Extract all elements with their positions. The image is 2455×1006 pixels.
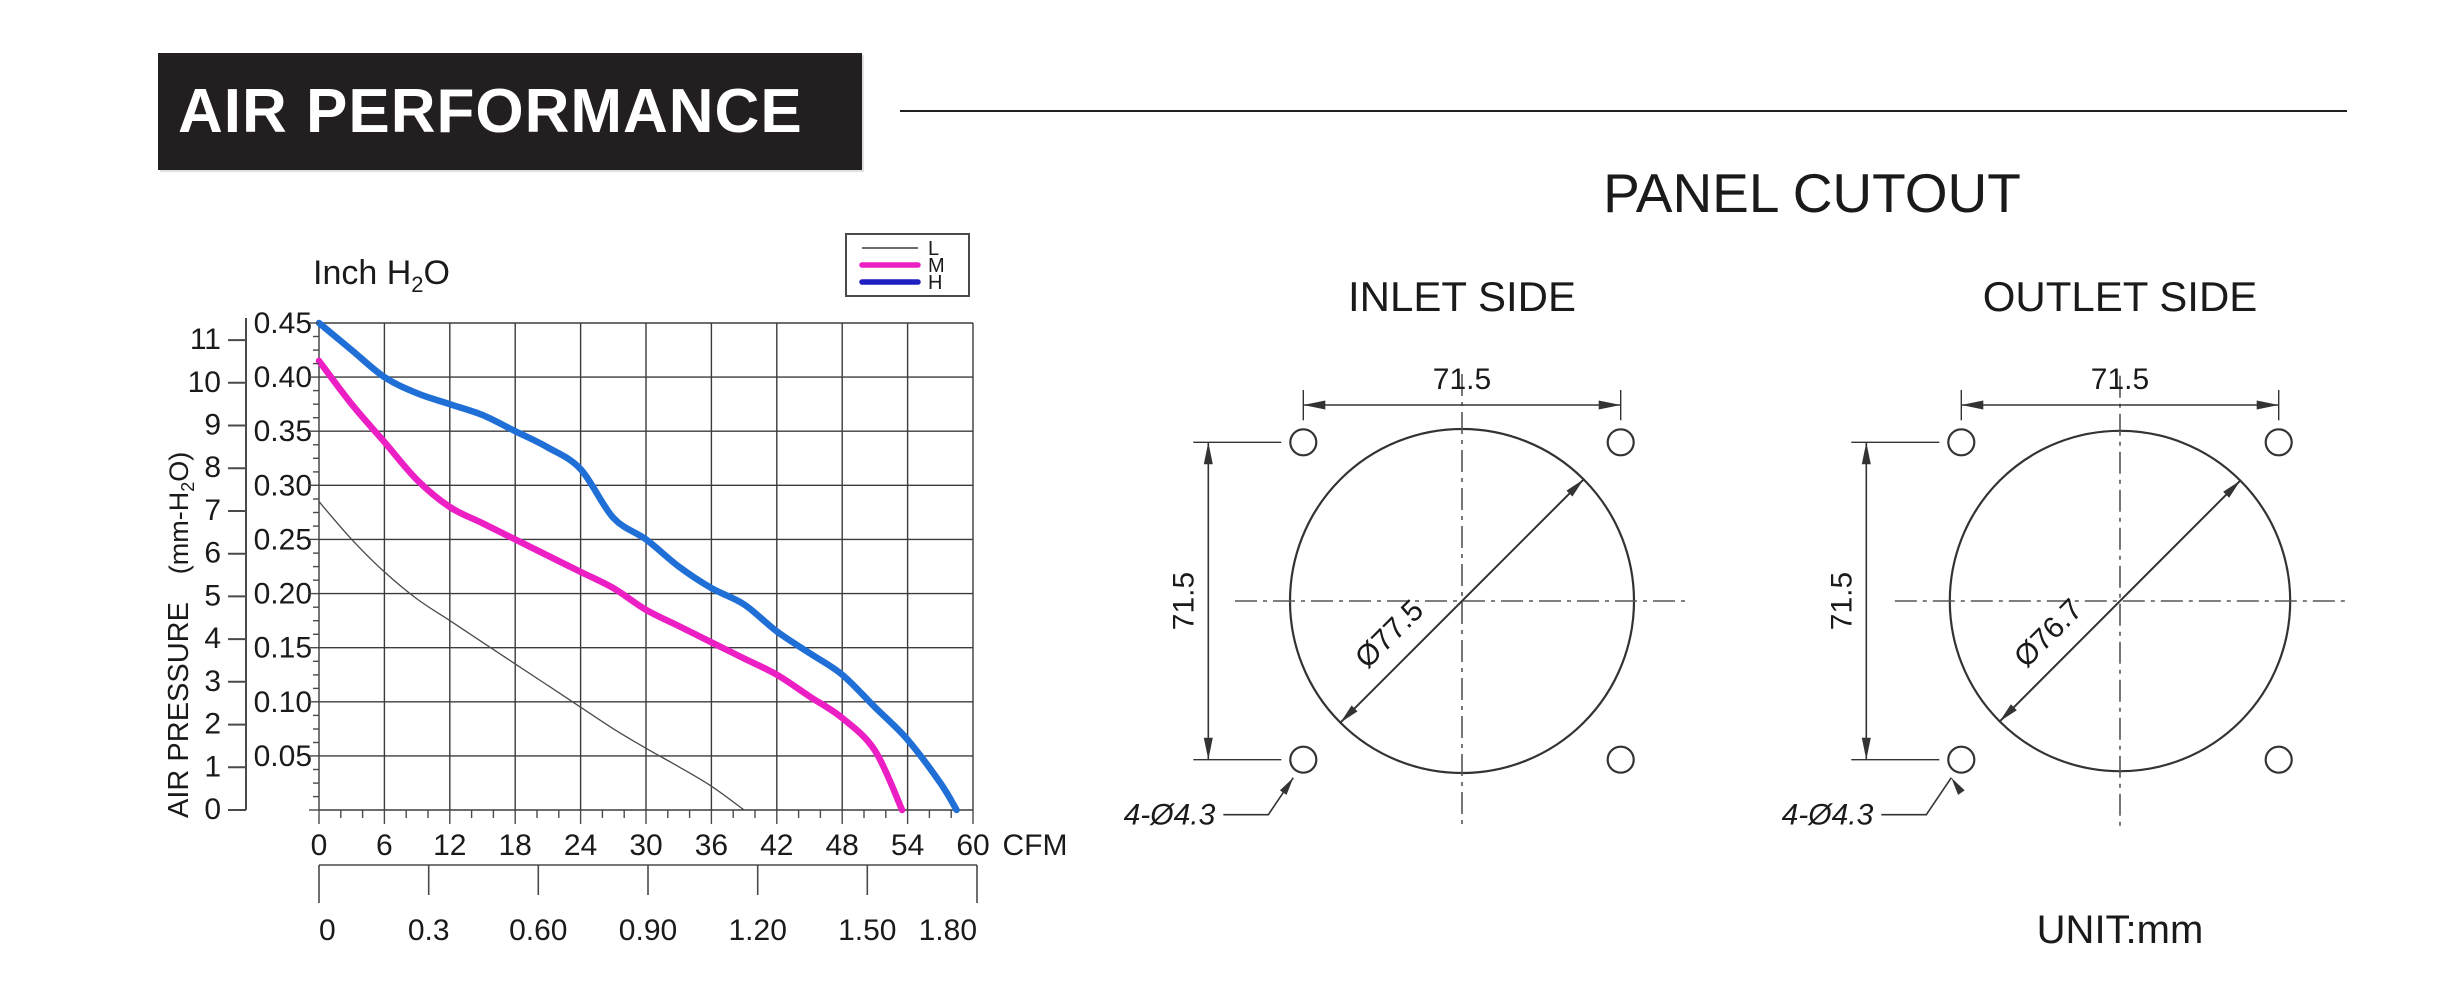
svg-text:0.3: 0.3 — [408, 914, 450, 947]
svg-text:24: 24 — [564, 829, 597, 862]
svg-text:0.15: 0.15 — [254, 632, 312, 665]
svg-text:0.60: 0.60 — [509, 914, 567, 947]
svg-text:2: 2 — [204, 708, 221, 741]
svg-text:11: 11 — [190, 323, 221, 356]
svg-text:0.45: 0.45 — [254, 307, 312, 340]
svg-text:0.05: 0.05 — [254, 740, 312, 773]
svg-text:4-Ø4.3: 4-Ø4.3 — [1124, 799, 1216, 832]
svg-text:1.80: 1.80 — [919, 914, 977, 947]
svg-text:71.5: 71.5 — [1433, 363, 1491, 396]
svg-text:Inch H2O: Inch H2O — [313, 254, 450, 297]
svg-text:0.20: 0.20 — [254, 578, 312, 611]
svg-text:6: 6 — [376, 829, 393, 862]
svg-text:H: H — [928, 272, 942, 294]
svg-text:6: 6 — [204, 537, 221, 570]
svg-text:Ø76.7: Ø76.7 — [2008, 593, 2089, 674]
svg-text:0: 0 — [204, 793, 221, 826]
svg-text:71.5: 71.5 — [1825, 572, 1858, 630]
svg-text:0.90: 0.90 — [619, 914, 677, 947]
svg-text:Ø77.5: Ø77.5 — [1349, 594, 1430, 675]
svg-text:71.5: 71.5 — [2091, 363, 2149, 396]
svg-text:INLET SIDE: INLET SIDE — [1348, 273, 1576, 320]
svg-text:AIR PRESSURE: AIR PRESSURE — [163, 602, 195, 818]
svg-text:4-Ø4.3: 4-Ø4.3 — [1782, 799, 1874, 832]
svg-text:0.30: 0.30 — [254, 469, 312, 502]
svg-text:OUTLET SIDE: OUTLET SIDE — [1983, 273, 2258, 320]
svg-text:0.25: 0.25 — [254, 523, 312, 556]
svg-text:42: 42 — [760, 829, 793, 862]
svg-text:36: 36 — [695, 829, 728, 862]
svg-text:5: 5 — [204, 579, 221, 612]
svg-text:1.20: 1.20 — [729, 914, 787, 947]
svg-text:10: 10 — [188, 366, 221, 399]
svg-text:7: 7 — [204, 494, 221, 527]
svg-text:48: 48 — [826, 829, 859, 862]
svg-text:0: 0 — [311, 829, 328, 862]
svg-text:9: 9 — [204, 409, 221, 442]
svg-text:0.40: 0.40 — [254, 361, 312, 394]
svg-text:PANEL CUTOUT: PANEL CUTOUT — [1603, 162, 2021, 224]
svg-text:71.5: 71.5 — [1167, 572, 1200, 630]
svg-text:18: 18 — [499, 829, 532, 862]
svg-text:12: 12 — [433, 829, 466, 862]
svg-text:0.10: 0.10 — [254, 686, 312, 719]
svg-text:3: 3 — [204, 665, 221, 698]
svg-text:(mm-H2O): (mm-H2O) — [164, 452, 198, 574]
svg-text:60: 60 — [956, 829, 989, 862]
svg-text:0.35: 0.35 — [254, 415, 312, 448]
svg-text:CFM: CFM — [1003, 829, 1068, 862]
svg-text:30: 30 — [629, 829, 662, 862]
svg-text:4: 4 — [204, 622, 221, 655]
svg-text:0: 0 — [319, 914, 336, 947]
svg-text:54: 54 — [891, 829, 924, 862]
svg-text:1: 1 — [204, 750, 221, 783]
svg-text:1.50: 1.50 — [838, 914, 896, 947]
svg-text:8: 8 — [204, 451, 221, 484]
svg-text:UNIT:mm: UNIT:mm — [2037, 908, 2204, 952]
